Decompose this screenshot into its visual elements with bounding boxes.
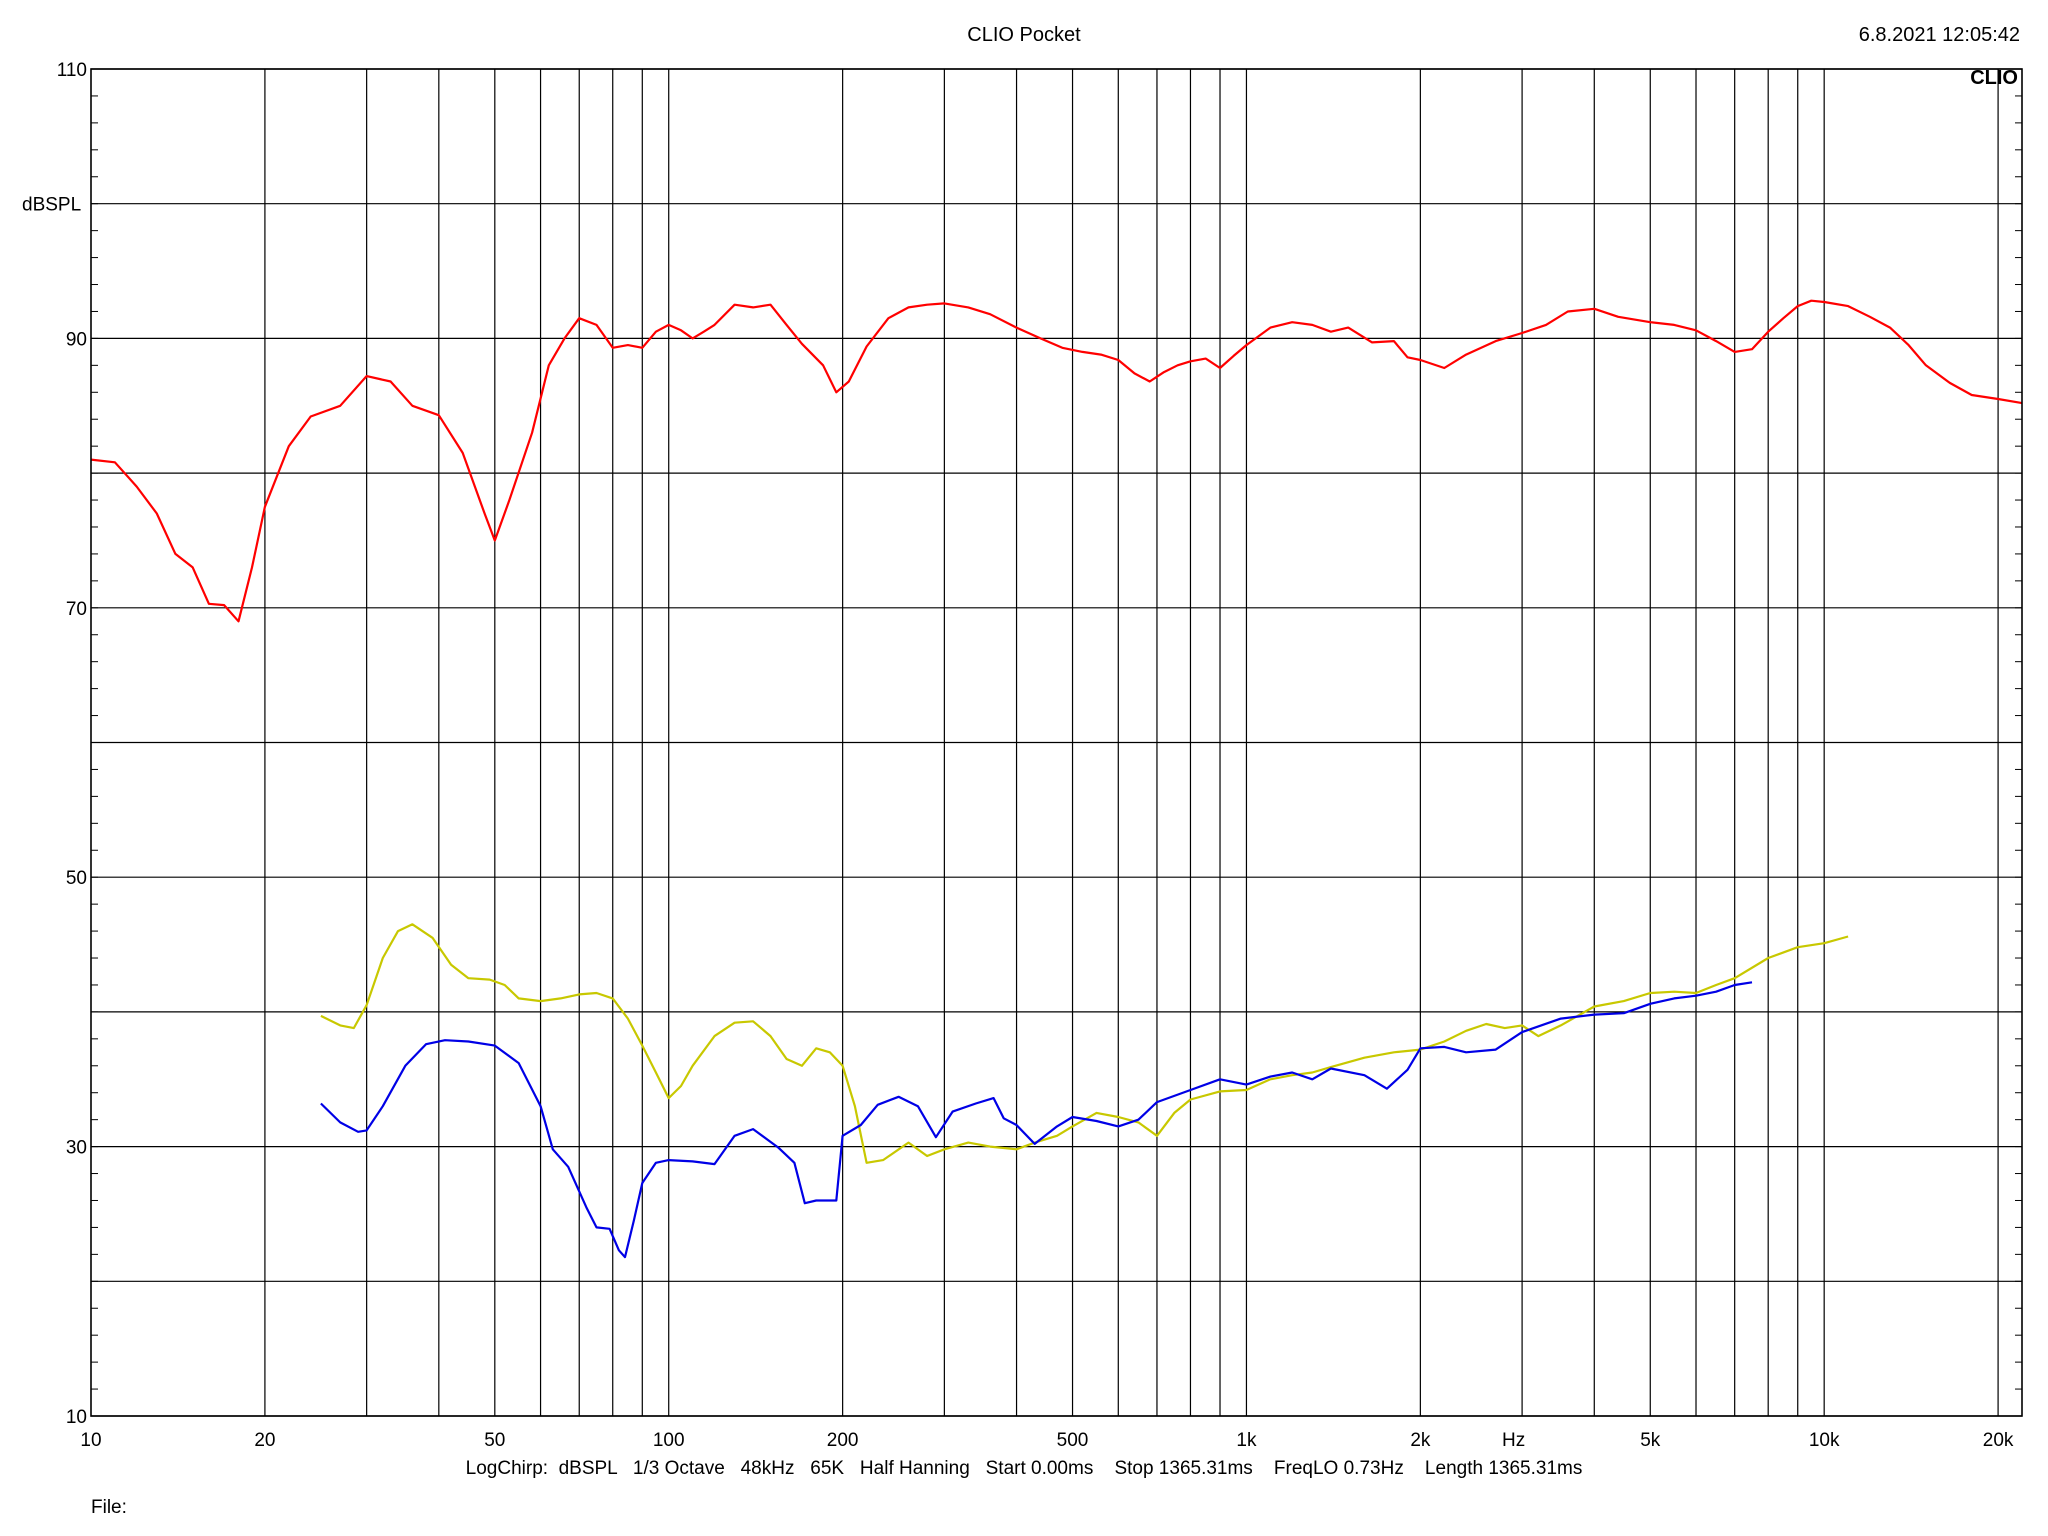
x-tick-label: 1k (1236, 1430, 1257, 1451)
y-tick-label: 90 (66, 329, 87, 350)
y-tick-label: 70 (66, 599, 87, 620)
y-tick-label: 110 (57, 60, 87, 81)
x-tick-label: 5k (1640, 1430, 1661, 1451)
timestamp: 6.8.2021 12:05:42 (1858, 24, 2020, 46)
x-axis-label: Hz (1502, 1430, 1525, 1451)
series-line-3 (320, 981, 1753, 1259)
chart-title: CLIO Pocket (967, 24, 1081, 46)
y-tick-label: 10 (66, 1407, 87, 1428)
series-line-2 (320, 923, 1849, 1164)
clio-watermark: CLIO (1970, 67, 2018, 89)
y-tick-label: 50 (66, 868, 87, 889)
y-tick-label: 30 (66, 1138, 87, 1159)
series-group (90, 299, 2023, 1259)
x-tick-label: 2k (1410, 1430, 1431, 1451)
x-tick-label: 10 (80, 1430, 101, 1451)
measurement-info: LogChirp: dBSPL 1/3 Octave 48kHz 65K Hal… (465, 1458, 1583, 1479)
x-tick-label: 500 (1057, 1430, 1089, 1451)
x-tick-label: 20k (1983, 1430, 2014, 1451)
x-tick-label: 50 (484, 1430, 505, 1451)
x-tick-label: 10k (1809, 1430, 1840, 1451)
series-line-1 (90, 299, 2023, 623)
plot-frame (90, 68, 2023, 1417)
x-tick-label: 200 (827, 1430, 859, 1451)
y-axis-label: dBSPL (22, 195, 81, 216)
x-tick-label: 20 (254, 1430, 275, 1451)
x-tick-label: 100 (653, 1430, 685, 1451)
file-label: File: (91, 1497, 127, 1518)
grid (91, 68, 2022, 1417)
